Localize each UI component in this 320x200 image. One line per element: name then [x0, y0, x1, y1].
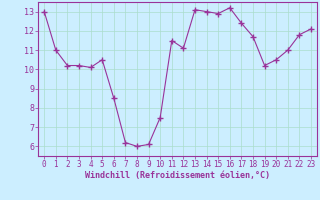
X-axis label: Windchill (Refroidissement éolien,°C): Windchill (Refroidissement éolien,°C): [85, 171, 270, 180]
